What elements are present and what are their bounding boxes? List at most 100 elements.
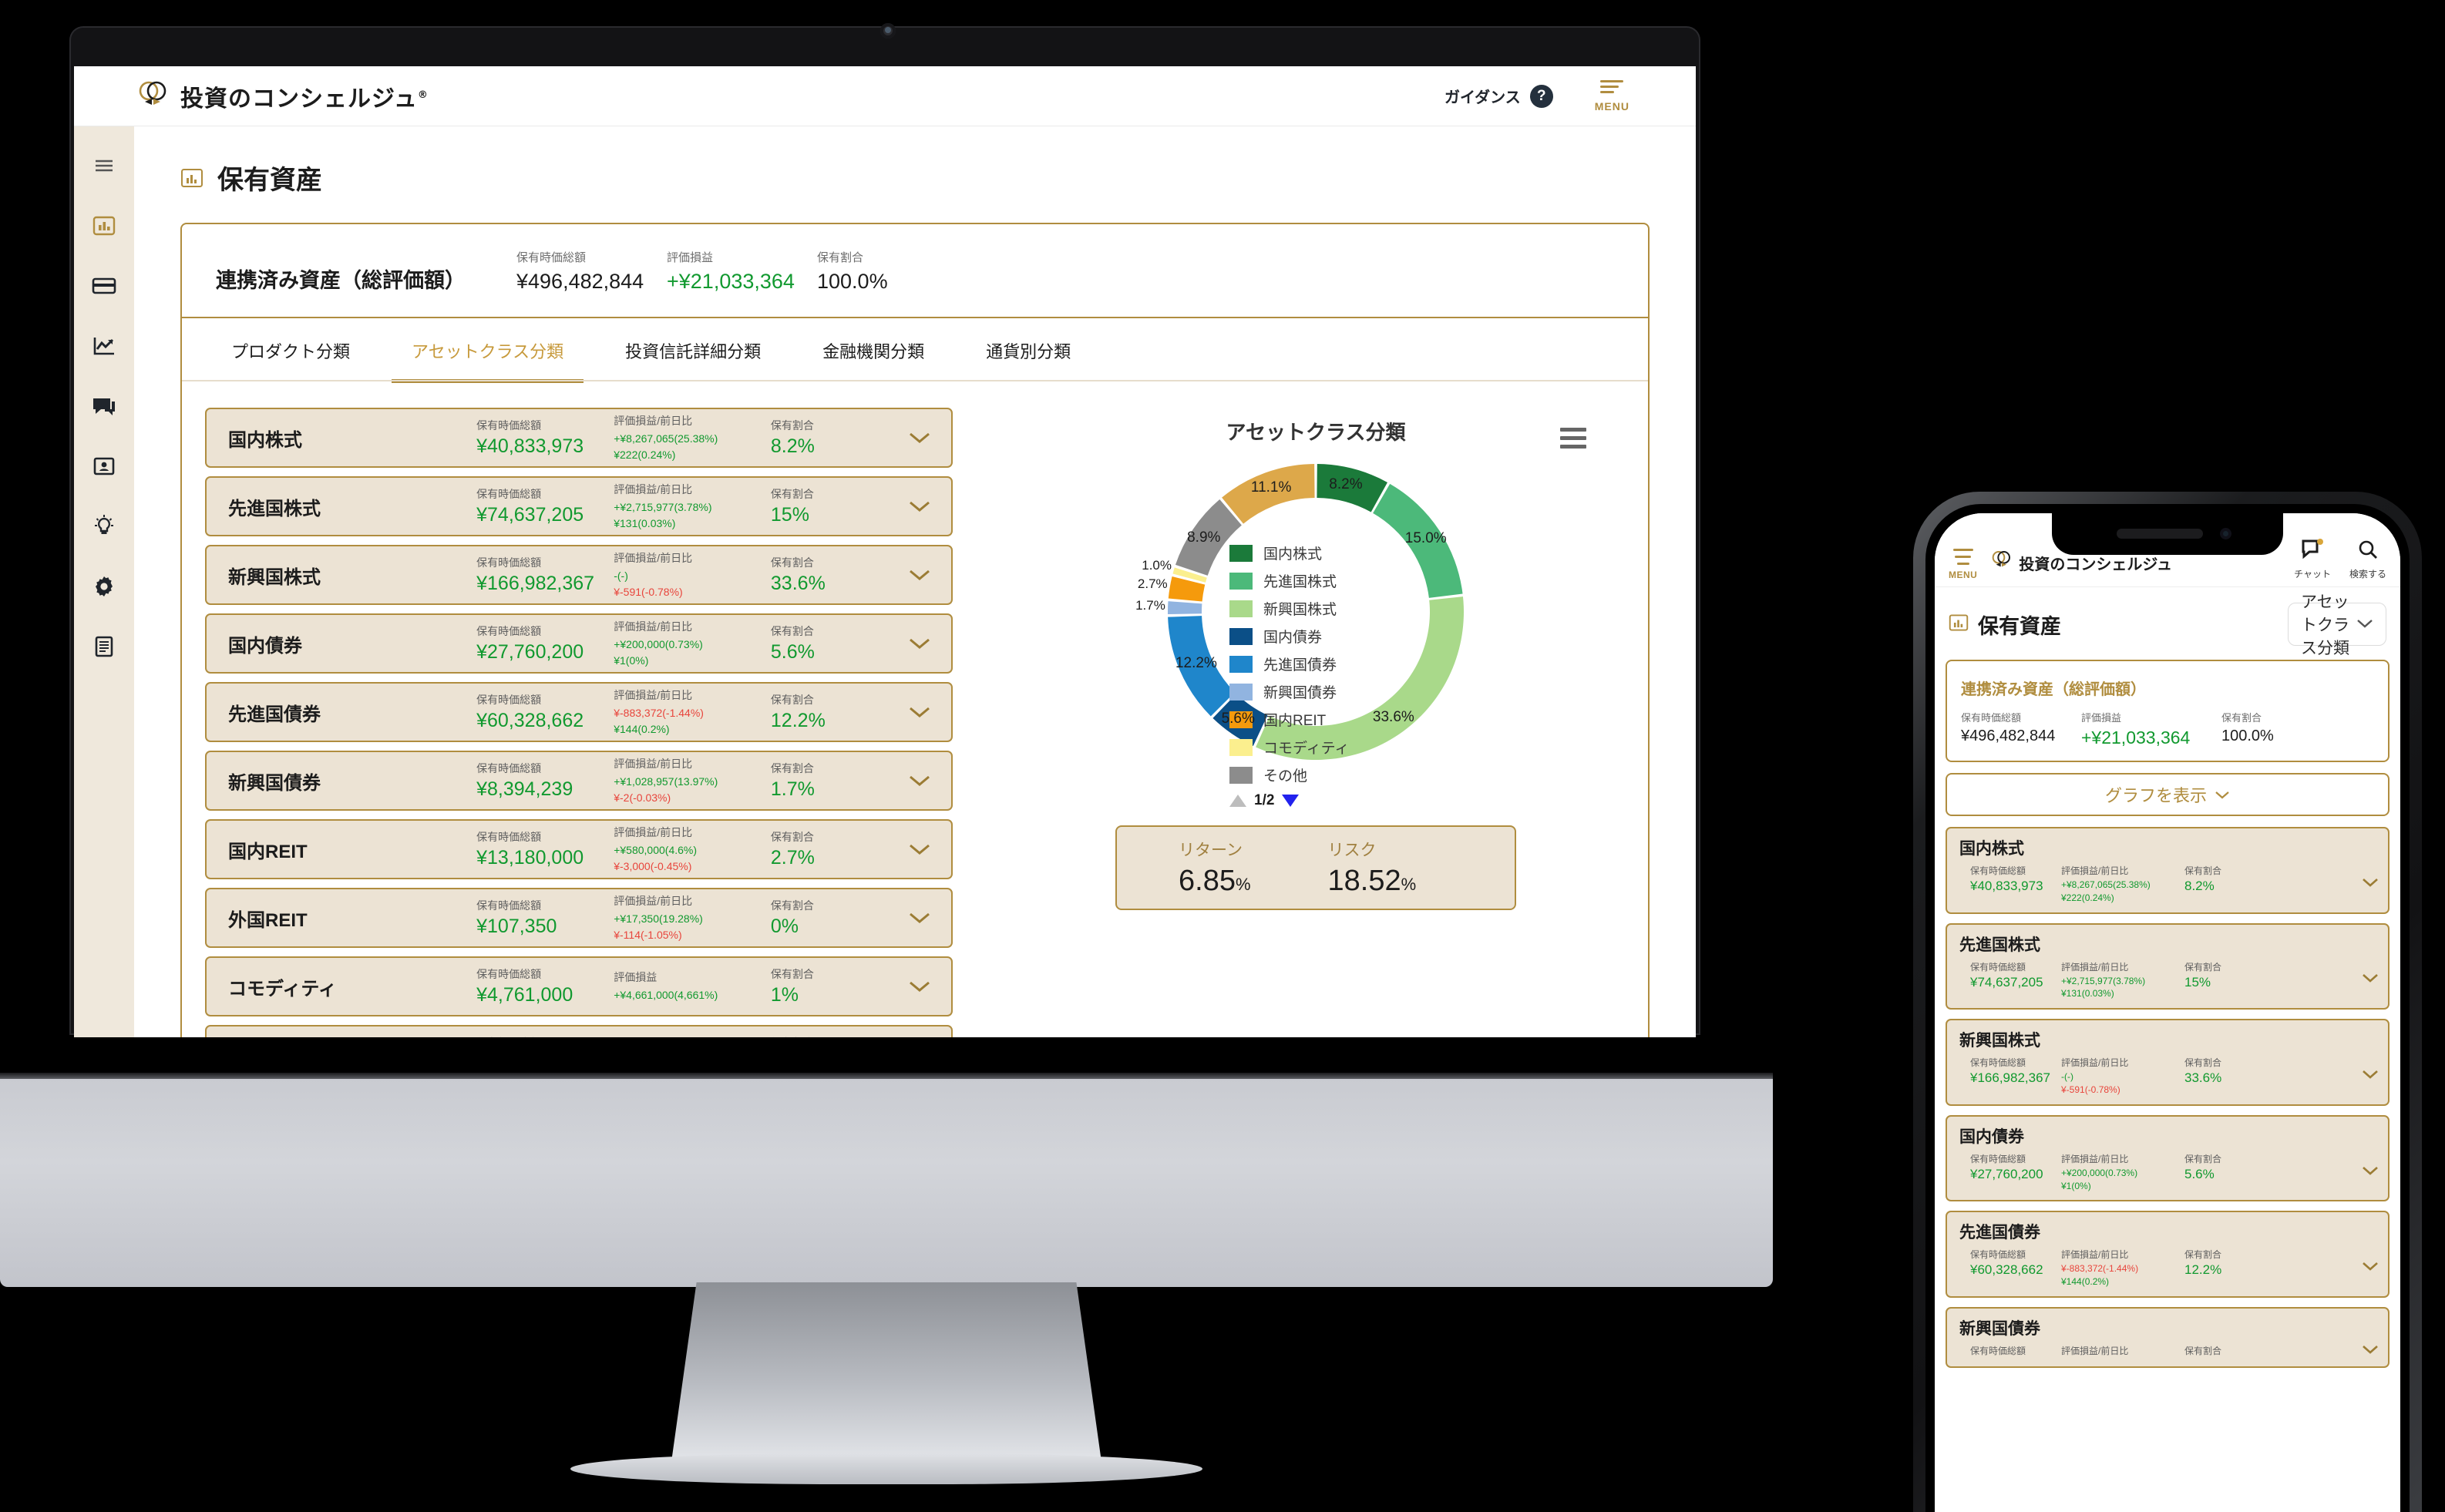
legend-item[interactable]: コモディティ [1229, 737, 1414, 758]
donut-slice[interactable] [1168, 616, 1236, 717]
mobile-show-graph-button[interactable]: グラフを表示 [1946, 773, 2390, 816]
legend-item[interactable]: 先進国株式 [1229, 570, 1414, 591]
chevron-down-icon[interactable] [908, 568, 931, 582]
chevron-down-icon[interactable] [2362, 973, 2379, 987]
mobile-asset-row[interactable]: 先進国株式 保有時価総額 ¥74,637,205 評価損益/前日比 +¥2,715,97… [1946, 922, 2390, 1010]
chevron-down-icon[interactable] [908, 979, 931, 993]
chevron-down-icon[interactable] [2362, 1344, 2379, 1359]
tab-currency[interactable]: 通貨別分類 [986, 342, 1071, 361]
menu-button[interactable]: MENU [1595, 79, 1629, 113]
asset-pl-col: 評価損益/前日比 +¥17,350(19.28%) ¥-114(-1.05%) [614, 893, 771, 942]
mobile-brand[interactable]: 投資のコンシェルジュ [1991, 550, 2172, 576]
sidebar-item-documents[interactable] [88, 630, 120, 663]
sidebar-item-settings[interactable] [88, 570, 120, 603]
legend-item[interactable]: 新興国株式 [1229, 598, 1414, 619]
donut-slice[interactable] [1168, 601, 1202, 614]
sidebar-item-nav-toggle[interactable] [88, 150, 120, 182]
mobile-classification-select[interactable]: アセットクラス分類 [2288, 593, 2386, 657]
sidebar-item-insights[interactable] [88, 510, 120, 543]
chevron-down-icon[interactable] [2362, 1165, 2379, 1180]
legend-label: 国内REIT [1263, 713, 1327, 729]
chevron-down-icon[interactable] [908, 774, 931, 788]
asset-name: 国内株式 [1959, 840, 2024, 858]
asset-row[interactable]: 国内株式 保有時価総額 ¥40,833,973 評価損益/前日比 +¥8,267,065… [205, 408, 953, 468]
donut-slice[interactable] [1222, 464, 1315, 524]
donut-chart[interactable]: 国内株式先進国株式新興国株式国内債券先進国債券新興国債券国内REIT コモディティ… [1135, 450, 1493, 808]
mobile-search-button[interactable]: 検索する [2349, 539, 2386, 580]
col-label: 保有割合 [770, 694, 814, 706]
asset-row[interactable]: 国内REIT 保有時価総額 ¥13,180,000 評価損益/前日比 +¥580,000… [205, 819, 953, 879]
mobile-asset-row[interactable]: 新興国債券 保有時価総額 評価損益/前日比 保有割合 [1946, 1306, 2390, 1368]
sidebar-item-performance[interactable] [88, 330, 120, 362]
asset-row[interactable]: コモディティ 保有時価総額 ¥4,761,000 評価損益 +¥4,661,000(4,… [205, 956, 953, 1016]
donut-slice[interactable] [1175, 499, 1242, 576]
mobile-asset-row[interactable]: 先進国債券 保有時価総額 ¥60,328,662 評価損益/前日比 ¥-883,372(… [1946, 1211, 2390, 1298]
help-icon[interactable]: ? [1529, 84, 1553, 108]
tab-product[interactable]: プロダクト分類 [231, 342, 351, 361]
asset-pl-col: 評価損益/前日比 ¥-883,372(-1.44%) ¥144(0.2%) [614, 687, 771, 737]
mobile-chat-button[interactable]: チャット [2294, 539, 2331, 580]
mobile-asset-row[interactable]: 国内株式 保有時価総額 ¥40,833,973 評価損益/前日比 +¥8,267,065… [1946, 827, 2390, 914]
risk-value: 18.52% [1327, 865, 1417, 897]
donut-slice[interactable] [1168, 576, 1206, 602]
tab-asset-class[interactable]: アセットクラス分類 [381, 318, 594, 383]
asset-name: 先進国債券 [1959, 1224, 2040, 1242]
chevron-down-icon[interactable] [2362, 1069, 2379, 1084]
chevron-down-icon[interactable] [908, 911, 931, 925]
chevron-down-icon[interactable] [2362, 1261, 2379, 1275]
mobile-asset-row[interactable]: 国内債券 保有時価総額 ¥27,760,200 評価損益/前日比 +¥200,000(0… [1946, 1114, 2390, 1202]
slice-label: 2.7% [1137, 576, 1168, 591]
metric-label: 保有時価総額 [1961, 712, 2022, 724]
hamburger-icon[interactable] [1560, 428, 1586, 453]
chevron-down-icon[interactable] [908, 842, 931, 856]
chevron-down-icon[interactable] [908, 705, 931, 719]
slice-label: 8.9% [1187, 529, 1221, 546]
asset-row[interactable]: 新興国債券 保有時価総額 ¥8,394,239 評価損益/前日比 +¥1,028,957… [205, 751, 953, 811]
legend-item[interactable]: 先進国債券 [1229, 654, 1414, 674]
asset-row[interactable]: 先進国債券 保有時価総額 ¥60,328,662 評価損益/前日比 ¥-883,372(… [205, 682, 953, 742]
donut-slice[interactable] [1317, 464, 1387, 512]
donut-slice[interactable] [1373, 483, 1463, 598]
mobile-search-label: 検索する [2349, 569, 2386, 580]
chevron-down-icon[interactable] [908, 637, 931, 650]
asset-pl-col: 評価損益/前日比 -(-) ¥-591(-0.78%) [2061, 1056, 2184, 1097]
legend-swatch [1229, 766, 1253, 784]
asset-row[interactable]: 外国REIT 保有時価総額 ¥107,350 評価損益/前日比 +¥17,350(19.… [205, 888, 953, 948]
legend-next-icon[interactable] [1282, 795, 1300, 807]
mobile-asset-row[interactable]: 新興国株式 保有時価総額 ¥166,982,367 評価損益/前日比 -(-) ¥-591… [1946, 1019, 2390, 1106]
legend-item[interactable]: 国内株式 [1229, 543, 1414, 563]
legend-item[interactable]: 国内REIT [1229, 709, 1414, 730]
pl-secondary: ¥131(0.03%) [2061, 988, 2114, 1000]
asset-row[interactable]: 新興国株式 保有時価総額 ¥166,982,367 評価損益/前日比 -(-) ¥-591… [205, 545, 953, 605]
asset-row[interactable]: 国内債券 保有時価総額 ¥27,760,200 評価損益/前日比 +¥200,000(0… [205, 613, 953, 674]
sidebar-item-profile[interactable] [88, 450, 120, 482]
legend-item[interactable]: 国内債券 [1229, 626, 1414, 647]
tab-fund-detail[interactable]: 投資信託詳細分類 [625, 342, 762, 361]
metric-value: +¥21,033,364 [667, 270, 795, 293]
donut-slice[interactable] [1256, 596, 1464, 760]
chevron-down-icon[interactable] [2362, 877, 2379, 892]
chevron-down-icon[interactable] [908, 431, 931, 445]
col-label: 保有時価総額 [476, 694, 542, 706]
mobile-menu-button[interactable]: MENU [1949, 549, 1977, 580]
mobile-title-row: 保有資産 アセットクラス分類 [1935, 587, 2400, 657]
sidebar-item-chat[interactable] [88, 390, 120, 422]
asset-row[interactable]: 先進国株式 保有時価総額 ¥74,637,205 評価損益/前日比 +¥2,715,97… [205, 476, 953, 536]
sidebar [74, 126, 134, 1037]
tab-institution[interactable]: 金融機関分類 [822, 342, 925, 361]
chevron-down-icon[interactable] [908, 499, 931, 513]
guidance-button[interactable]: ガイダンス ? [1444, 84, 1553, 108]
legend-item[interactable]: 新興国債券 [1229, 681, 1414, 702]
sidebar-item-holdings[interactable] [88, 210, 120, 242]
mobile-metric-share: 保有割合 100.0% [2221, 710, 2342, 748]
legend-prev-icon[interactable] [1229, 795, 1246, 807]
sidebar-item-accounts[interactable] [88, 270, 120, 302]
legend-pager[interactable]: 1/2 [1229, 792, 1414, 809]
legend-item[interactable]: その他 [1229, 764, 1414, 785]
webcam-icon [880, 23, 896, 39]
brand[interactable]: 投資のコンシェルジュ® [137, 79, 429, 113]
col-value: ¥13,180,000 [476, 847, 584, 869]
asset-pl-col: 評価損益/前日比 +¥200,000(0.73%) ¥1(0%) [614, 619, 771, 668]
donut-slice[interactable] [1172, 567, 1207, 583]
